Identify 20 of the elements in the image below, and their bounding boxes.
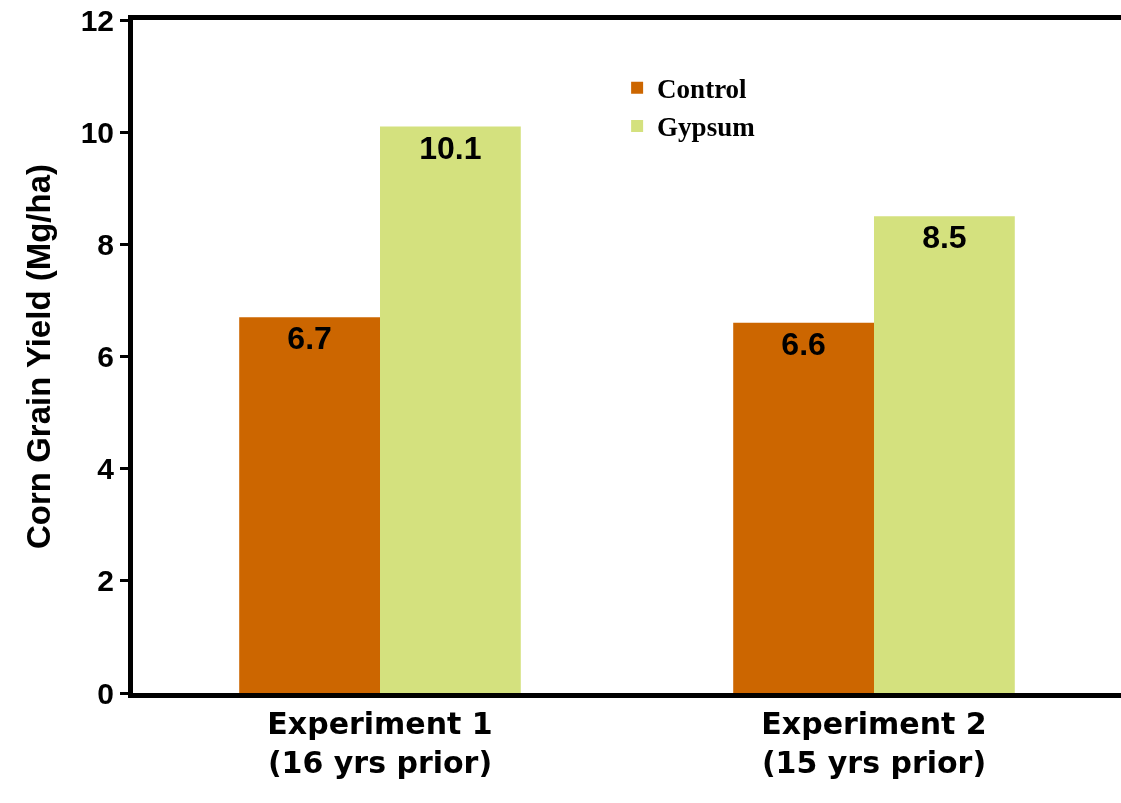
y-tick-label: 10 xyxy=(80,115,114,149)
legend-label: Control xyxy=(657,74,748,105)
y-tick-label: 2 xyxy=(97,564,114,598)
y-tick-label: 6 xyxy=(97,340,114,373)
y-tick-label: 4 xyxy=(97,452,115,486)
bar xyxy=(380,126,521,693)
y-tick-label: 0 xyxy=(97,676,114,710)
data-label: 6.7 xyxy=(287,320,332,357)
legend-label: Gypsum xyxy=(657,112,756,143)
data-label: 10.1 xyxy=(419,129,482,166)
bar xyxy=(733,322,874,693)
data-label: 8.5 xyxy=(922,219,967,256)
y-axis-title: Corn Grain Yield (Mg/ha) xyxy=(19,163,57,550)
data-label: 6.6 xyxy=(781,325,826,362)
y-tick-label: 12 xyxy=(80,3,114,37)
y-tick-label: 8 xyxy=(97,227,114,261)
bar xyxy=(874,216,1015,693)
bar xyxy=(239,317,380,693)
x-tick-label: Experiment 1 (16 yrs prior) xyxy=(267,706,493,780)
x-tick-label: Experiment 2 (15 yrs prior) xyxy=(761,706,987,780)
